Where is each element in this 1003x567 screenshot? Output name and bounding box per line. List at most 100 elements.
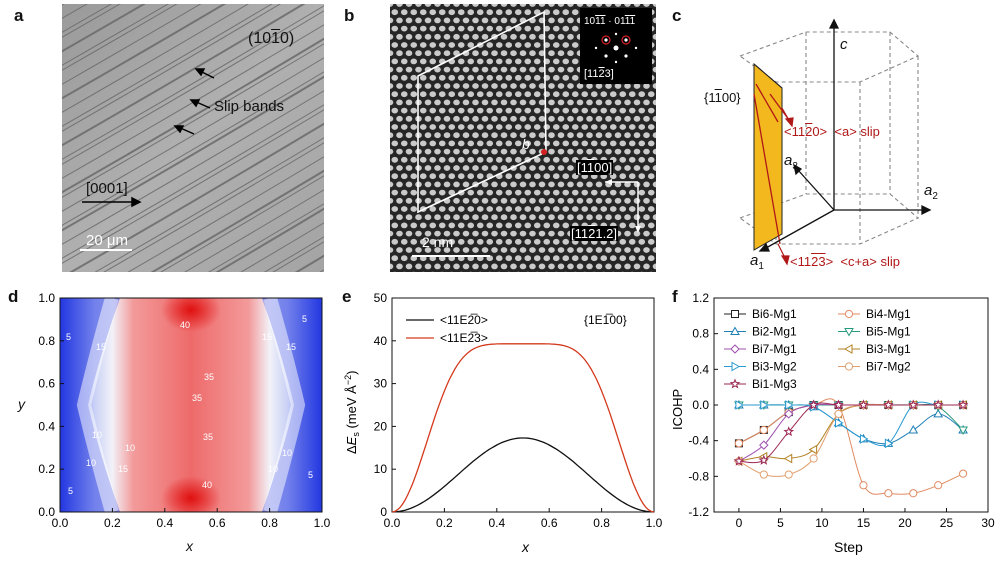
legend-label: Bi1-Mg3 <box>752 377 797 391</box>
contour-label: 10 <box>92 430 102 440</box>
legend-label: <11E2̅3> <box>440 331 488 345</box>
contour-label: 35 <box>204 372 214 382</box>
xtick-label: 0.8 <box>593 516 610 530</box>
contour-label: 10 <box>86 458 96 468</box>
ca-slip-label: <1123> <c+a> slip <box>790 254 900 269</box>
contour-label: 5 <box>302 314 307 324</box>
xtick-label: 0.2 <box>436 516 453 530</box>
axis-a2-label: a2 <box>924 182 938 202</box>
legend-label: Bi3-Mg1 <box>866 342 911 356</box>
contour-label: 15 <box>96 342 106 352</box>
xtick-label: 0 <box>736 516 743 530</box>
ylabel: ICOHP <box>670 389 685 430</box>
ytick-label: -1.2 <box>688 505 709 519</box>
series-line <box>739 399 963 495</box>
ylabel: ΔEs (meV Å−2) <box>343 371 361 454</box>
contour-label: 35 <box>192 393 202 403</box>
a-slip-label: <1120> <a> slip <box>784 124 880 139</box>
xtick-label: 25 <box>940 516 954 530</box>
plane-label-e: {1E1̅00} <box>584 313 627 327</box>
plane-label-a: (1010) <box>248 30 294 48</box>
xtick-label: 20 <box>898 516 912 530</box>
data-marker <box>785 471 792 478</box>
series-Bi1-Mg3 <box>735 401 967 465</box>
series-line-1 <box>392 344 654 512</box>
heatmap-ytick: 1.0 <box>38 291 55 305</box>
contour-label: 40 <box>202 480 212 490</box>
hrtem-image: 1011 · 0111 [1123] b [1100] [1121.2] 2 n… <box>390 4 656 272</box>
direction-label-b1: [1100] <box>576 160 613 175</box>
ytick-label: 10 <box>374 462 388 476</box>
heatmap-xtick: 0.4 <box>156 516 173 530</box>
ytick-label: 0 <box>380 505 387 519</box>
ytick-label: 50 <box>374 291 388 305</box>
xtick-label: 5 <box>777 516 784 530</box>
xtick-label: 0.4 <box>488 516 505 530</box>
heatmap-ylabel: y <box>18 396 25 412</box>
data-marker <box>845 345 852 353</box>
data-marker <box>845 310 852 317</box>
series-line <box>739 405 963 444</box>
xtick-label: 30 <box>981 516 995 530</box>
ytick-label: 0.0 <box>692 398 709 412</box>
data-marker <box>731 380 739 388</box>
xlabel: Step <box>834 539 863 555</box>
hcp-schematic: c {1100} <1120> <a> slip a3 a2 a1 <1123>… <box>680 4 998 276</box>
burgers-vector-label: b <box>522 136 530 152</box>
heatmap-xtick: 0.2 <box>104 516 121 530</box>
series-line <box>739 404 963 476</box>
heatmap-ytick: 0.0 <box>38 505 55 519</box>
contour-label: 10 <box>268 464 278 474</box>
ytick-label: -0.8 <box>688 469 709 483</box>
legend-label: Bi3-Mg2 <box>752 360 797 374</box>
heatmap-xtick: 0.6 <box>209 516 226 530</box>
scale-bar-label-b: 2 nm <box>422 234 453 250</box>
ytick-label: -0.4 <box>688 434 709 448</box>
heatmap-ytick: 0.6 <box>38 377 55 391</box>
series-Bi4-Mg1 <box>735 399 966 497</box>
contour-label: 40 <box>180 320 190 330</box>
heatmap-xtick: 0.8 <box>261 516 278 530</box>
data-marker <box>959 470 966 477</box>
legend-label: Bi7-Mg1 <box>752 342 797 356</box>
data-marker <box>731 345 739 353</box>
data-marker <box>760 426 767 433</box>
series-line-0 <box>392 438 654 512</box>
contour-label: 15 <box>118 464 128 474</box>
legend-label: Bi2-Mg1 <box>752 325 797 339</box>
series-Bi2-Mg1 <box>735 401 967 446</box>
data-marker <box>860 482 867 489</box>
plane-label-c: {1100} <box>704 90 741 105</box>
heatmap-ytick: 0.8 <box>38 334 55 348</box>
xtick-label: 15 <box>857 516 871 530</box>
contour-label: 5 <box>68 486 73 496</box>
data-marker <box>909 426 917 433</box>
axis-a1-label: a1 <box>750 252 764 272</box>
legend-label: Bi6-Mg1 <box>752 307 797 321</box>
data-marker <box>835 410 842 417</box>
heatmap-xtick: 1.0 <box>314 516 331 530</box>
data-marker <box>732 363 739 371</box>
contour-label: 35 <box>203 432 213 442</box>
data-marker <box>732 311 739 318</box>
inset-zone-label: [1123] <box>584 68 614 80</box>
slip-bands-label: Slip bands <box>214 98 284 115</box>
legend-label: Bi7-Mg2 <box>866 360 911 374</box>
ytick-label: 40 <box>374 334 388 348</box>
legend-label: <11E2̅0> <box>440 313 488 327</box>
contour-label: 15 <box>262 332 272 342</box>
series-Bi6-Mg1 <box>735 402 966 447</box>
xtick-label: 10 <box>815 516 829 530</box>
data-marker <box>845 363 852 370</box>
data-marker <box>935 482 942 489</box>
panel-letter-a: a <box>14 6 23 26</box>
contour-label: 5 <box>66 332 71 342</box>
direction-label-a: [0001] <box>86 180 128 197</box>
heatmap-ytick: 0.2 <box>38 462 55 476</box>
xtick-label: 1.0 <box>646 516 663 530</box>
heatmap-xlabel: x <box>186 538 193 554</box>
xtick-label: 0.6 <box>541 516 558 530</box>
